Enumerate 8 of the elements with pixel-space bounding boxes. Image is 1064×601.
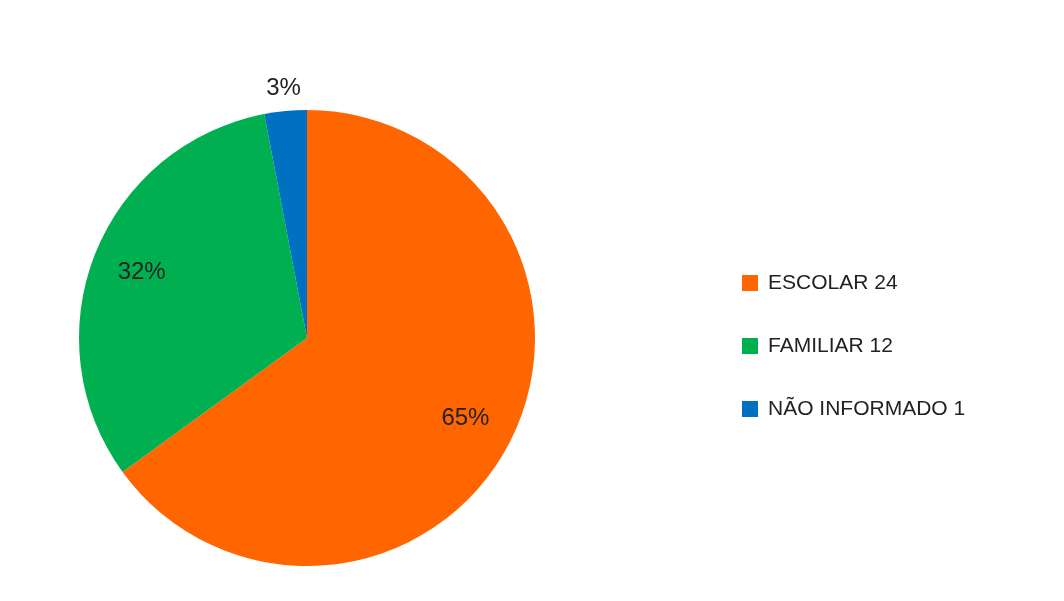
data-label: 65% xyxy=(441,403,490,431)
data-label: 3% xyxy=(266,73,301,101)
data-label: 32% xyxy=(117,256,166,284)
legend-label: ESCOLAR 24 xyxy=(768,269,898,293)
pie-slice xyxy=(79,114,307,473)
legend-label: NÃO INFORMADO 1 xyxy=(768,395,966,419)
legend-label: FAMILIAR 12 xyxy=(768,332,893,356)
pie-slice xyxy=(264,110,307,338)
